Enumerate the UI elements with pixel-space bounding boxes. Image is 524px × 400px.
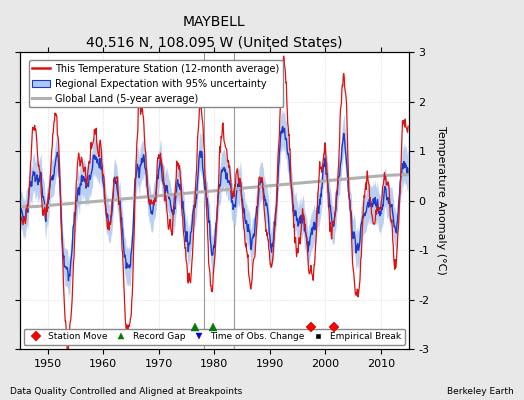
Title: MAYBELL
40.516 N, 108.095 W (United States): MAYBELL 40.516 N, 108.095 W (United Stat… (86, 15, 343, 50)
Text: Data Quality Controlled and Aligned at Breakpoints: Data Quality Controlled and Aligned at B… (10, 387, 243, 396)
Text: Berkeley Earth: Berkeley Earth (447, 387, 514, 396)
Y-axis label: Temperature Anomaly (°C): Temperature Anomaly (°C) (436, 126, 446, 275)
Legend: Station Move, Record Gap, Time of Obs. Change, Empirical Break: Station Move, Record Gap, Time of Obs. C… (24, 328, 405, 345)
